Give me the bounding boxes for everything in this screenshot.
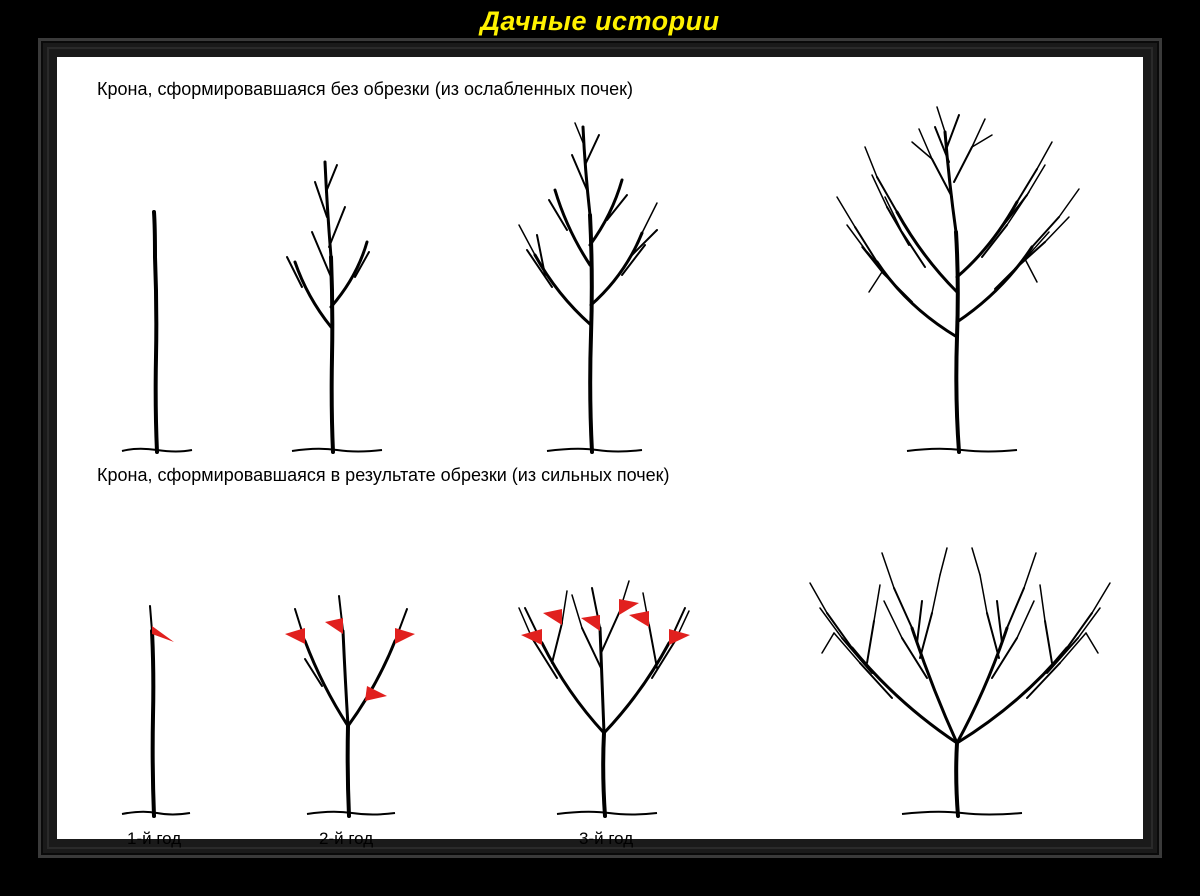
tree-bottom-2: [237, 541, 457, 821]
row-with-pruning: [57, 491, 1143, 841]
cut-marker-icon: [581, 615, 600, 631]
cut-marker-icon: [365, 686, 387, 701]
cut-marker-icon: [521, 629, 542, 645]
bottom-row-heading: Крона, сформировавшаяся в результате обр…: [97, 465, 670, 486]
cut-marker-icon: [619, 599, 639, 615]
tree-bottom-3: [457, 513, 757, 821]
cut-marker-icon: [285, 628, 305, 644]
row-no-pruning: [57, 107, 1143, 457]
diagram-canvas: Крона, сформировавшаяся без обрезки (из …: [57, 57, 1143, 839]
year-label-2: 2-й год: [319, 829, 373, 849]
image-frame: Крона, сформировавшаяся без обрезки (из …: [38, 38, 1162, 858]
tree-top-3: [457, 115, 727, 457]
year-label-3: 3-й год: [579, 829, 633, 849]
tree-top-1: [117, 207, 197, 457]
year-label-1: 1-й год: [127, 829, 181, 849]
cut-marker-icon: [325, 618, 343, 634]
cut-marker-icon: [395, 628, 415, 644]
tree-top-4: [777, 97, 1142, 457]
cut-marker-icon: [152, 626, 174, 642]
tree-bottom-1: [112, 586, 202, 821]
top-row-heading: Крона, сформировавшаяся без обрезки (из …: [97, 79, 633, 100]
cut-marker-icon: [629, 611, 649, 627]
tree-bottom-4: [772, 493, 1147, 821]
page-title: Дачные истории: [0, 6, 1200, 37]
tree-top-2: [237, 147, 427, 457]
cut-marker-icon: [543, 609, 562, 625]
